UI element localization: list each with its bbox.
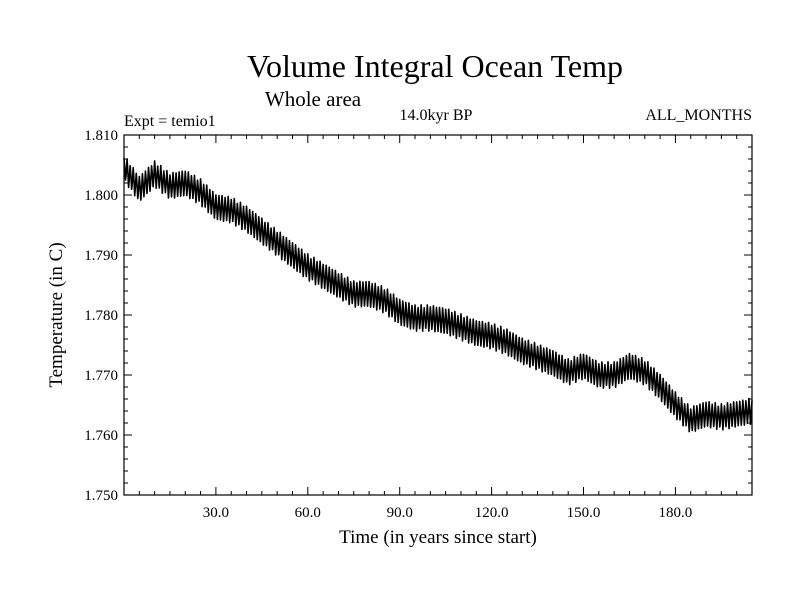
x-tick-label: 90.0 bbox=[387, 505, 413, 521]
x-axis-label: Time (in years since start) bbox=[339, 527, 537, 548]
y-tick-label: 1.810 bbox=[84, 128, 118, 144]
y-tick-label: 1.750 bbox=[84, 488, 118, 504]
axis-ticks: 30.0 60.0 90.0 120.0 150.0 180.0 1.750 1.760 1.7… bbox=[84, 128, 752, 521]
y-axis-label: Temperature (in C) bbox=[46, 242, 67, 387]
x-tick-label: 120.0 bbox=[475, 505, 509, 521]
series-line-0 bbox=[123, 158, 753, 433]
chart-subtitle: Whole area bbox=[265, 87, 362, 111]
period-label: 14.0kyr BP bbox=[400, 107, 473, 124]
plot-frame bbox=[123, 134, 753, 496]
months-label: ALL_MONTHS bbox=[645, 107, 752, 124]
y-tick-label: 1.780 bbox=[84, 308, 118, 324]
experiment-label: Expt = temio1 bbox=[124, 113, 216, 130]
chart-title: Volume Integral Ocean Temp bbox=[247, 48, 623, 84]
y-tick-label: 1.770 bbox=[84, 368, 118, 384]
y-tick-label: 1.760 bbox=[84, 428, 118, 444]
x-tick-label: 150.0 bbox=[567, 505, 601, 521]
x-tick-label: 180.0 bbox=[659, 505, 693, 521]
y-tick-label: 1.790 bbox=[84, 248, 118, 264]
x-tick-label: 60.0 bbox=[295, 505, 321, 521]
plot-area bbox=[123, 158, 753, 433]
x-tick-label: 30.0 bbox=[203, 505, 229, 521]
y-tick-label: 1.800 bbox=[84, 188, 118, 204]
